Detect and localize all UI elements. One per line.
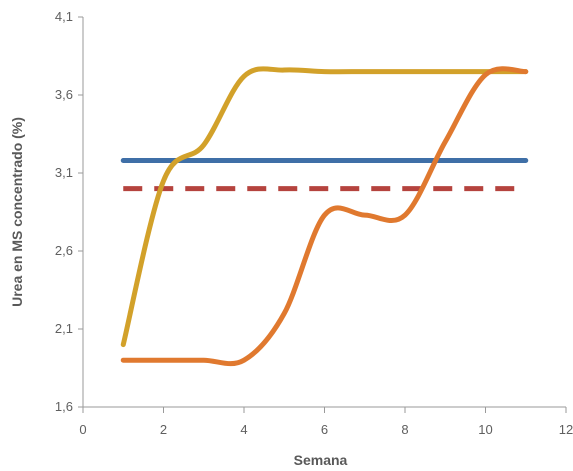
x-tick-label: 10 bbox=[478, 422, 492, 437]
y-axis-title: Urea en MS concentrado (%) bbox=[9, 117, 25, 307]
series-line-3 bbox=[120, 66, 529, 348]
y-tick-label: 3,6 bbox=[55, 87, 73, 102]
x-tick-label: 4 bbox=[240, 422, 247, 437]
y-tick-label: 4,1 bbox=[55, 9, 73, 24]
series-layer bbox=[120, 66, 529, 367]
y-tick-label: 2,1 bbox=[55, 321, 73, 336]
y-tick-label: 1,6 bbox=[55, 399, 73, 414]
x-tick-label: 6 bbox=[321, 422, 328, 437]
y-tick-label: 2,6 bbox=[55, 243, 73, 258]
x-tick-label: 2 bbox=[160, 422, 167, 437]
x-axis-ticks: 0 2 4 6 8 10 12 bbox=[79, 407, 573, 437]
x-tick-label: 0 bbox=[79, 422, 86, 437]
x-tick-label: 8 bbox=[401, 422, 408, 437]
x-tick-label: 12 bbox=[559, 422, 573, 437]
y-axis-ticks: 1,6 2,1 2,6 3,1 3,6 4,1 bbox=[55, 9, 83, 414]
x-axis-title: Semana bbox=[294, 452, 348, 468]
series-line-4 bbox=[120, 66, 529, 367]
y-tick-label: 3,1 bbox=[55, 165, 73, 180]
